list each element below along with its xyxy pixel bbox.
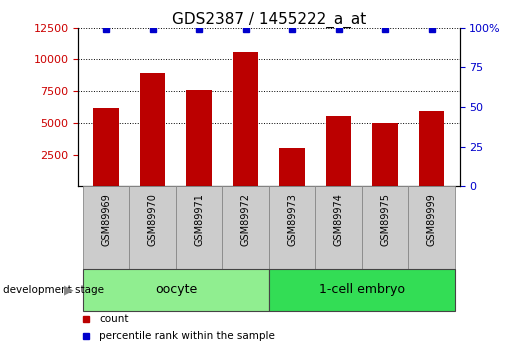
Text: GSM89971: GSM89971	[194, 193, 204, 246]
Bar	[129, 186, 176, 269]
Bar	[409, 186, 455, 269]
Bar	[316, 186, 362, 269]
Text: GSM89999: GSM89999	[427, 193, 437, 246]
Bar	[372, 123, 398, 186]
Text: oocyte: oocyte	[155, 283, 197, 296]
Text: GSM89973: GSM89973	[287, 193, 297, 246]
Bar	[93, 108, 119, 186]
Bar	[269, 186, 316, 269]
Title: GDS2387 / 1455222_a_at: GDS2387 / 1455222_a_at	[172, 11, 366, 28]
Text: development stage: development stage	[3, 285, 104, 295]
Text: GSM89972: GSM89972	[241, 193, 250, 246]
Text: GSM89970: GSM89970	[147, 193, 158, 246]
Bar	[186, 90, 212, 186]
Text: percentile rank within the sample: percentile rank within the sample	[99, 332, 275, 341]
Text: ▶: ▶	[64, 283, 73, 296]
Text: GSM89969: GSM89969	[101, 193, 111, 246]
Bar	[222, 186, 269, 269]
Bar	[269, 269, 455, 310]
Bar	[83, 269, 269, 310]
Text: GSM89975: GSM89975	[380, 193, 390, 246]
Text: GSM89974: GSM89974	[334, 193, 344, 246]
Bar	[83, 186, 129, 269]
Text: 1-cell embryo: 1-cell embryo	[319, 283, 405, 296]
Bar	[419, 111, 444, 186]
Bar	[176, 186, 222, 269]
Bar	[140, 73, 166, 186]
Bar	[279, 148, 305, 186]
Text: count: count	[99, 314, 129, 324]
Bar	[233, 52, 259, 186]
Bar	[326, 117, 351, 186]
Bar	[362, 186, 409, 269]
